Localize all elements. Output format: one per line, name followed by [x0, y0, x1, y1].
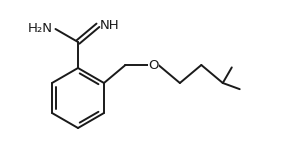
Text: NH: NH: [100, 19, 120, 32]
Text: O: O: [148, 59, 159, 71]
Text: H₂N: H₂N: [27, 22, 53, 36]
